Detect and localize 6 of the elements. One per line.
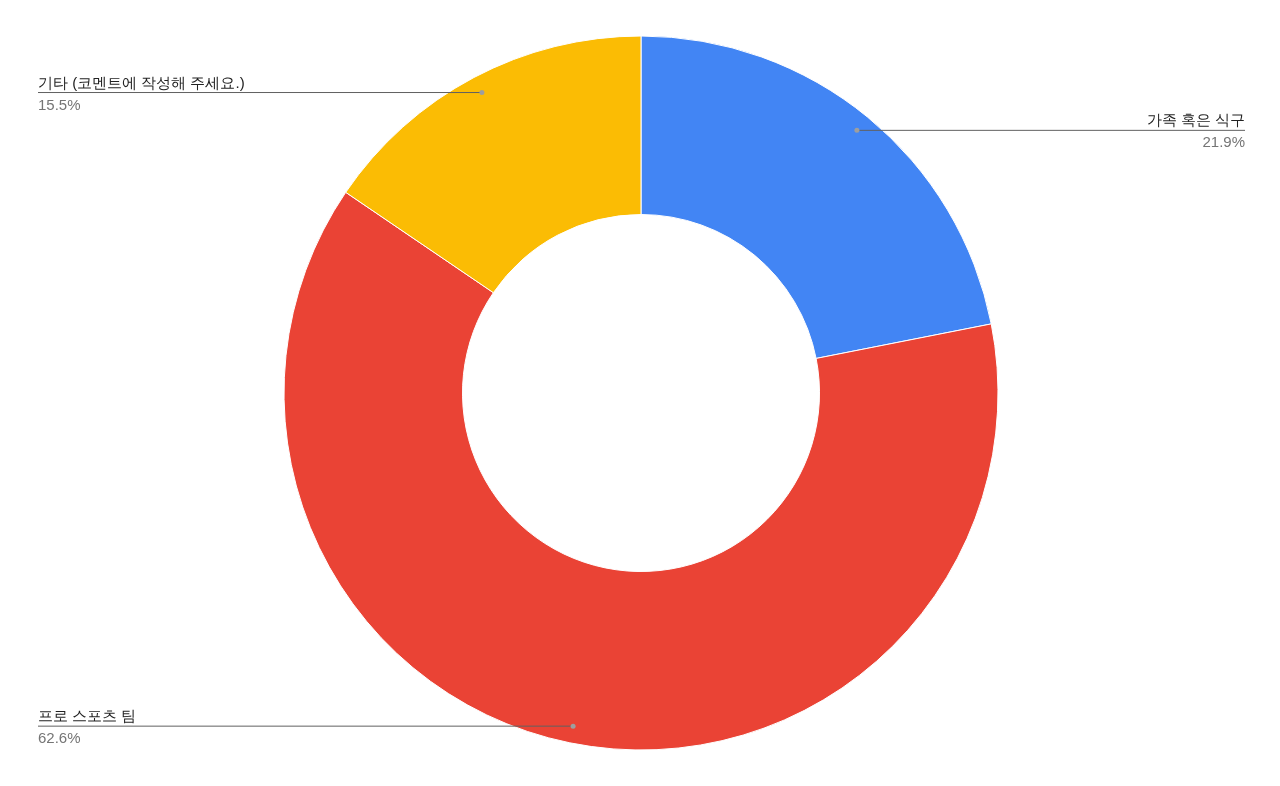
data-label: 62.6% xyxy=(38,729,81,747)
data-label: 15.5% xyxy=(38,95,81,113)
slice-label: 기타 (코멘트에 작성해 주세요.) xyxy=(38,73,245,91)
slice-label: 가족 혹은 식구 xyxy=(1146,111,1245,129)
slice-label: 프로 스포츠 팀 xyxy=(38,707,137,725)
data-label: 21.9% xyxy=(1202,133,1245,151)
